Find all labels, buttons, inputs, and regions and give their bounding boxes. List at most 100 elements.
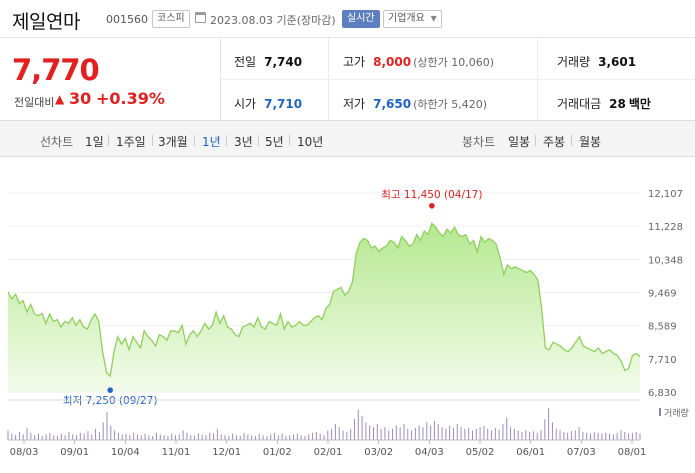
volume-bar: [209, 432, 211, 440]
volume-bar: [449, 425, 451, 440]
volume-bar: [445, 428, 447, 440]
volume-bar: [216, 428, 218, 440]
volume-bar: [392, 428, 394, 440]
volume-bar: [53, 435, 55, 440]
candle-daily[interactable]: 일봉: [508, 135, 531, 149]
candle-monthly[interactable]: 월봉: [579, 135, 602, 149]
x-tick-label: 08/01: [618, 447, 647, 458]
volume-bar: [471, 430, 473, 440]
volume-bar: [102, 422, 104, 440]
low-annotation: 최저 7,250 (09/27): [63, 395, 158, 407]
volume-bar: [30, 432, 32, 440]
volume-bar: [582, 432, 584, 440]
candle-weekly[interactable]: 주봉: [543, 135, 566, 149]
volume-bar: [506, 417, 508, 440]
high-marker: [429, 202, 435, 209]
y-tick-label: 8,589: [648, 322, 677, 333]
volume-bar: [464, 428, 466, 440]
period-10y[interactable]: 10년: [297, 135, 324, 149]
y-tick-label: 7,710: [648, 355, 677, 366]
x-axis-ticks: 08/03 09/01 10/04 11/01 12/01 01/02 02/01 03/02…: [10, 440, 647, 458]
volume-bar: [635, 432, 637, 440]
volume-bar: [346, 432, 348, 440]
volume-bar: [620, 430, 622, 440]
volume-bar: [220, 434, 222, 440]
volume-bar: [342, 430, 344, 440]
volume-bar: [487, 428, 489, 440]
volume-bar: [178, 434, 180, 440]
stock-name: 제일연마: [12, 11, 80, 33]
volume-bar: [353, 419, 355, 440]
volume-bar: [243, 432, 245, 440]
volume-bar: [18, 432, 20, 440]
volume-bar: [510, 427, 512, 440]
volume-bar: [388, 430, 390, 440]
stats-grid: 전일 7,740 고가 8,000 (상한가 10,060) 거래량 3,601 시가 7…: [221, 38, 695, 120]
volume-bar: [155, 432, 157, 440]
period-1d[interactable]: 1일: [85, 135, 104, 149]
volume-bar: [79, 432, 81, 440]
volume-bar: [45, 434, 47, 440]
volume-bar: [98, 432, 100, 440]
x-tick-label: 06/01: [516, 447, 545, 458]
volume-bar: [296, 433, 298, 440]
volume-bar: [567, 432, 569, 440]
divider: [535, 135, 536, 146]
volume-bar: [190, 435, 192, 440]
volume-bar: [570, 431, 572, 440]
volume-bar: [201, 434, 203, 440]
volume-bar: [350, 428, 352, 440]
volume-bar: [91, 434, 93, 440]
volume-bar: [441, 427, 443, 440]
volume-bar: [437, 424, 439, 440]
volume-bar: [616, 432, 618, 440]
volume-bar: [334, 424, 336, 440]
volume-bar: [532, 431, 534, 440]
volume-bar: [479, 427, 481, 440]
period-1y[interactable]: 1년: [202, 135, 221, 149]
volume-bar: [407, 428, 409, 440]
period-3m[interactable]: 3개월: [158, 135, 188, 149]
volume-bar: [609, 433, 611, 440]
volume-bar: [7, 430, 9, 440]
period-3y[interactable]: 3년: [234, 135, 253, 149]
volume-bar: [315, 432, 317, 440]
period-1w[interactable]: 1주일: [116, 135, 146, 149]
volume-bar: [262, 435, 264, 440]
volume-bar: [544, 419, 546, 440]
volume-bar: [590, 433, 592, 440]
company-info-select[interactable]: 기업개요 ▼: [383, 10, 442, 28]
volume-bar: [460, 427, 462, 440]
x-tick-label: 04/03: [415, 447, 444, 458]
volume-bar: [536, 432, 538, 440]
volume-bar: [369, 425, 371, 440]
volume-bar: [483, 425, 485, 440]
market-badge: 코스피: [152, 10, 190, 28]
volume-bar: [152, 436, 154, 440]
volume-bar: [376, 424, 378, 440]
realtime-button[interactable]: 실시간: [342, 10, 380, 28]
volume-bar: [26, 428, 28, 440]
y-tick-label: 11,228: [648, 222, 683, 233]
volume-bar: [548, 408, 550, 440]
volume-bar: [365, 422, 367, 440]
calendar-icon: [195, 12, 206, 23]
volume-bar: [41, 436, 43, 440]
volume-bar: [304, 436, 306, 440]
stat-amount: 거래대금 28 백만: [557, 97, 651, 111]
x-tick-label: 07/03: [567, 447, 596, 458]
divider: [152, 135, 153, 146]
price-chart[interactable]: 12,107 11,228 10,348 9,469 8,589 7,710 6,830 최…: [0, 157, 695, 473]
volume-bar: [411, 430, 413, 440]
volume-bar: [22, 434, 24, 440]
volume-bar: [171, 433, 173, 440]
x-tick-label: 11/01: [162, 447, 191, 458]
volume-bar: [293, 434, 295, 440]
period-5y[interactable]: 5년: [265, 135, 284, 149]
volume-bar: [308, 434, 310, 440]
low-marker: [107, 387, 113, 393]
volume-bar: [228, 436, 230, 440]
volume-bar: [586, 432, 588, 440]
current-price: 7,770: [12, 53, 100, 87]
x-tick-label: 05/02: [466, 447, 495, 458]
